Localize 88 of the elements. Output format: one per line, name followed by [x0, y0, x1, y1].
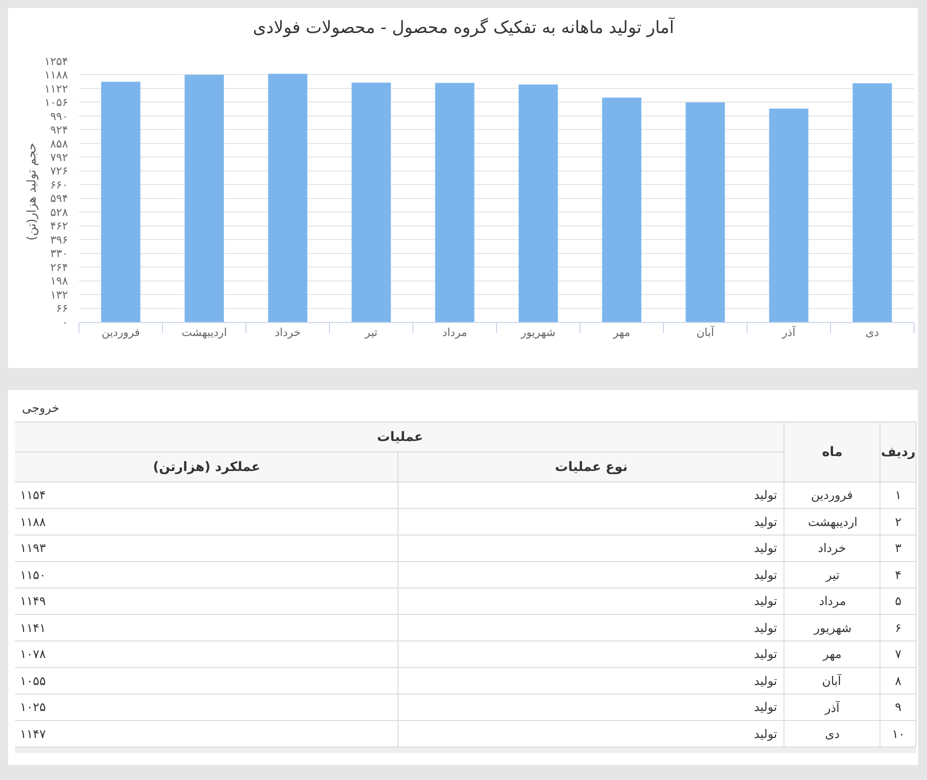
- text: تولید: [754, 647, 778, 661]
- text: ۱۱۵۰: [20, 568, 46, 582]
- text: ۱۰۷۸: [20, 647, 46, 661]
- x-tick-label: اردیبهشت: [182, 326, 227, 340]
- bar: [602, 98, 642, 322]
- text: مرداد: [819, 594, 846, 608]
- text: دی: [825, 727, 840, 741]
- x-tick-label: آذر: [781, 325, 796, 340]
- text: ۱۱۴۷: [20, 727, 46, 741]
- y-tick-label: ۷۹۲: [50, 151, 68, 164]
- y-tick-label: ۰: [62, 316, 68, 329]
- x-tick-label: فروردین: [102, 326, 140, 340]
- text: تیر: [825, 568, 840, 582]
- y-tick-label: ۳۳۰: [50, 247, 68, 260]
- y-tick-label: ۱۲۵۴: [44, 54, 68, 68]
- text: ۱۱۸۸: [20, 515, 46, 529]
- y-tick-label: ۷۲۶: [50, 164, 68, 178]
- x-tick-label: شهریور: [520, 326, 556, 340]
- text: خرداد: [818, 541, 846, 555]
- text: عملیات: [377, 430, 424, 445]
- text: تولید: [754, 621, 778, 635]
- bar: [268, 74, 308, 322]
- text: شهریور: [813, 621, 852, 635]
- text: ۱۱۴۹: [20, 594, 46, 608]
- text: خروجی: [22, 401, 60, 415]
- text: ۸: [895, 674, 902, 688]
- text: ۲: [895, 515, 902, 529]
- bar: [518, 84, 558, 322]
- y-tick-label: ۶۶: [56, 302, 68, 316]
- x-tick-label: آبان: [696, 325, 715, 340]
- text: تولید: [754, 568, 778, 582]
- bar: [852, 83, 892, 322]
- y-tick-label: ۱۹۸: [50, 274, 68, 288]
- text: ۹: [895, 700, 902, 714]
- text: ۱۰: [892, 727, 905, 741]
- x-tick-label: دی: [865, 326, 880, 340]
- text: تولید: [754, 727, 778, 741]
- bar: [435, 82, 474, 322]
- bar: [184, 74, 224, 322]
- text: اردیبهشت: [808, 515, 858, 529]
- text: ۱: [895, 488, 902, 502]
- text: ۳: [895, 541, 902, 555]
- bar: [686, 102, 725, 322]
- text: آبان: [822, 673, 842, 688]
- y-tick-label: ۱۰۵۶: [44, 96, 68, 110]
- text: ۱۱۵۴: [20, 488, 46, 502]
- y-tick-label: ۵۲۸: [50, 206, 68, 219]
- y-tick-label: ۱۱۸۸: [44, 68, 68, 82]
- x-tick-label: خرداد: [274, 326, 301, 340]
- bar: [101, 82, 140, 322]
- text: ۵: [895, 594, 902, 608]
- y-tick-label: ۹۲۴: [50, 124, 68, 137]
- text: تولید: [754, 674, 778, 688]
- text: ۱۰۵۵: [20, 674, 46, 688]
- x-tick-label: تیر: [364, 326, 378, 340]
- text: نوع عملیات: [555, 460, 628, 475]
- text: ۷: [895, 647, 902, 661]
- y-axis-title: حجم تولید هزار(تن): [24, 142, 38, 240]
- text: ماه: [822, 445, 843, 460]
- text: ۴: [895, 568, 902, 582]
- chart-title: آمار تولید ماهانه به تفکیک گروه محصول - محصولات فولادی: [252, 16, 676, 38]
- text: ۱۱۹۳: [20, 541, 46, 555]
- y-tick-label: ۱۳۲: [50, 288, 68, 302]
- text: مهر: [822, 647, 842, 661]
- text: تولید: [754, 488, 778, 502]
- text: آذر: [824, 700, 840, 715]
- text: تولید: [754, 700, 778, 714]
- y-tick-label: ۸۵۸: [50, 137, 68, 150]
- y-tick-label: ۲۶۴: [50, 260, 68, 274]
- text: ۶: [895, 621, 902, 635]
- text: ۱۰۲۵: [20, 700, 46, 714]
- y-tick-label: ۱۱۲۲: [44, 82, 68, 96]
- text: تولید: [754, 594, 778, 608]
- bar: [769, 108, 808, 322]
- y-tick-label: ۹۹۰: [50, 110, 68, 123]
- text: ردیف: [881, 445, 916, 460]
- y-tick-label: ۶۶۰: [50, 178, 68, 192]
- y-tick-label: ۴۶۲: [50, 220, 68, 233]
- x-tick-label: مرداد: [442, 326, 468, 340]
- bar: [352, 82, 391, 322]
- y-tick-label: ۳۹۶: [50, 233, 68, 246]
- text: تولید: [754, 515, 778, 529]
- x-tick-label: مهر: [612, 326, 630, 340]
- text: تولید: [754, 541, 778, 555]
- text: عملکرد (هزارتن): [153, 460, 260, 475]
- text: فروردین: [811, 488, 853, 502]
- y-tick-label: ۵۹۴: [50, 192, 68, 206]
- text: ۱۱۴۱: [20, 621, 46, 635]
